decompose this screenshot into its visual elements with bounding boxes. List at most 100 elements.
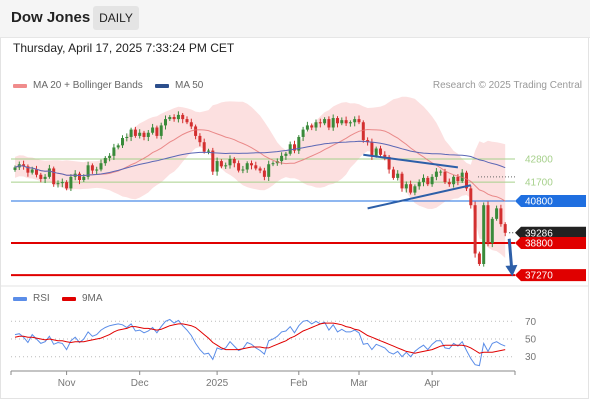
candle-body <box>99 163 103 170</box>
rsi-ma-swatch <box>62 296 76 301</box>
legend-rsi: RSI <box>13 293 50 304</box>
candle-body <box>60 182 64 184</box>
candle-body <box>495 208 499 219</box>
trendline-upper <box>363 153 459 169</box>
candle-body <box>108 155 112 158</box>
level-label-37270: 37270 <box>525 271 553 282</box>
timestamp: Thursday, April 17, 2025 7:33:24 PM CET <box>13 41 235 55</box>
candle-body <box>146 132 150 137</box>
candle-body <box>271 163 275 165</box>
candle-body <box>168 117 172 120</box>
candle-body <box>22 164 26 167</box>
candle-body <box>413 186 417 193</box>
candle-body <box>112 147 116 156</box>
candle-body <box>198 135 202 143</box>
candle-body <box>348 122 352 124</box>
candle-body <box>301 129 305 137</box>
candle-body <box>456 176 460 182</box>
x-tick-feb: Feb <box>290 378 308 389</box>
candle-body <box>228 159 232 166</box>
candle-body <box>189 122 193 127</box>
period-badge[interactable]: DAILY <box>93 6 139 30</box>
candle-body <box>250 163 253 166</box>
candle-body <box>374 148 378 156</box>
rsi-tick-70: 70 <box>525 317 537 328</box>
candle-body <box>344 120 348 124</box>
candle-body <box>422 177 425 183</box>
candle-body <box>52 168 56 185</box>
rsi-ma-label: 9MA <box>82 293 103 304</box>
level-label-41700: 41700 <box>525 178 553 189</box>
candle-body <box>47 168 51 177</box>
bollinger-swatch <box>13 83 27 88</box>
candle-body <box>340 120 344 124</box>
candle-body <box>430 176 434 185</box>
candle-body <box>138 132 142 136</box>
ma50-swatch <box>155 83 169 88</box>
legend-rsi-ma: 9MA <box>62 293 103 304</box>
candle-body <box>280 155 284 162</box>
candle-body <box>288 144 292 154</box>
rsi-tick-50: 50 <box>525 335 537 346</box>
x-tick-apr: Apr <box>424 378 440 389</box>
candle-body <box>224 165 228 167</box>
candle-body <box>262 170 266 177</box>
candle-body <box>90 165 94 171</box>
candle-body <box>318 122 322 124</box>
candle-body <box>95 169 99 171</box>
candle-body <box>284 153 288 156</box>
candle-body <box>499 208 503 225</box>
candle-body <box>103 157 107 164</box>
candle-body <box>366 140 370 143</box>
level-label-42800: 42800 <box>525 155 553 166</box>
x-tick-dec: Dec <box>131 378 149 389</box>
candle-body <box>241 169 245 171</box>
candle-body <box>129 129 133 137</box>
candle-body <box>185 119 189 123</box>
candle-body <box>297 136 301 151</box>
candle-body <box>357 119 361 123</box>
candle-body <box>503 224 507 233</box>
candle-body <box>164 119 167 126</box>
candle-body <box>473 205 477 254</box>
candle-body <box>215 161 219 172</box>
level-label-39286: 39286 <box>525 228 553 239</box>
candle-body <box>482 205 486 264</box>
candle-body <box>56 183 60 185</box>
candle-body <box>486 205 490 243</box>
bollinger-band <box>15 96 506 258</box>
candle-body <box>116 145 120 148</box>
candle-body <box>254 165 258 169</box>
instrument-title: Dow Jones <box>11 9 91 26</box>
candle-body <box>43 176 47 179</box>
candle-body <box>443 171 447 183</box>
candle-body <box>323 119 327 124</box>
x-tick-2025: 2025 <box>206 378 229 389</box>
candle-body <box>379 148 382 155</box>
candle-body <box>82 176 86 180</box>
candle-body <box>211 150 215 172</box>
candle-body <box>159 125 163 136</box>
candle-body <box>305 125 309 130</box>
candle-body <box>490 218 494 243</box>
candle-body <box>69 176 73 189</box>
candle-body <box>396 173 400 178</box>
candle-body <box>387 156 391 170</box>
candle-body <box>245 163 249 170</box>
rsi-tick-30: 30 <box>525 352 537 363</box>
candle-body <box>452 176 456 185</box>
candle-body <box>155 127 159 136</box>
level-label-bg-39286 <box>515 226 586 239</box>
candle-body <box>383 154 387 157</box>
candle-body <box>26 166 30 173</box>
candle-body <box>293 144 296 151</box>
candle-body <box>353 119 357 123</box>
candle-body <box>426 177 430 185</box>
candle-body <box>237 163 241 171</box>
candle-body <box>327 119 331 128</box>
x-tick-mar: Mar <box>350 378 368 389</box>
top-bar: Dow Jones DAILY <box>0 0 590 38</box>
credit-text: Research © 2025 Trading Central <box>432 80 582 91</box>
candle-body <box>133 129 137 136</box>
